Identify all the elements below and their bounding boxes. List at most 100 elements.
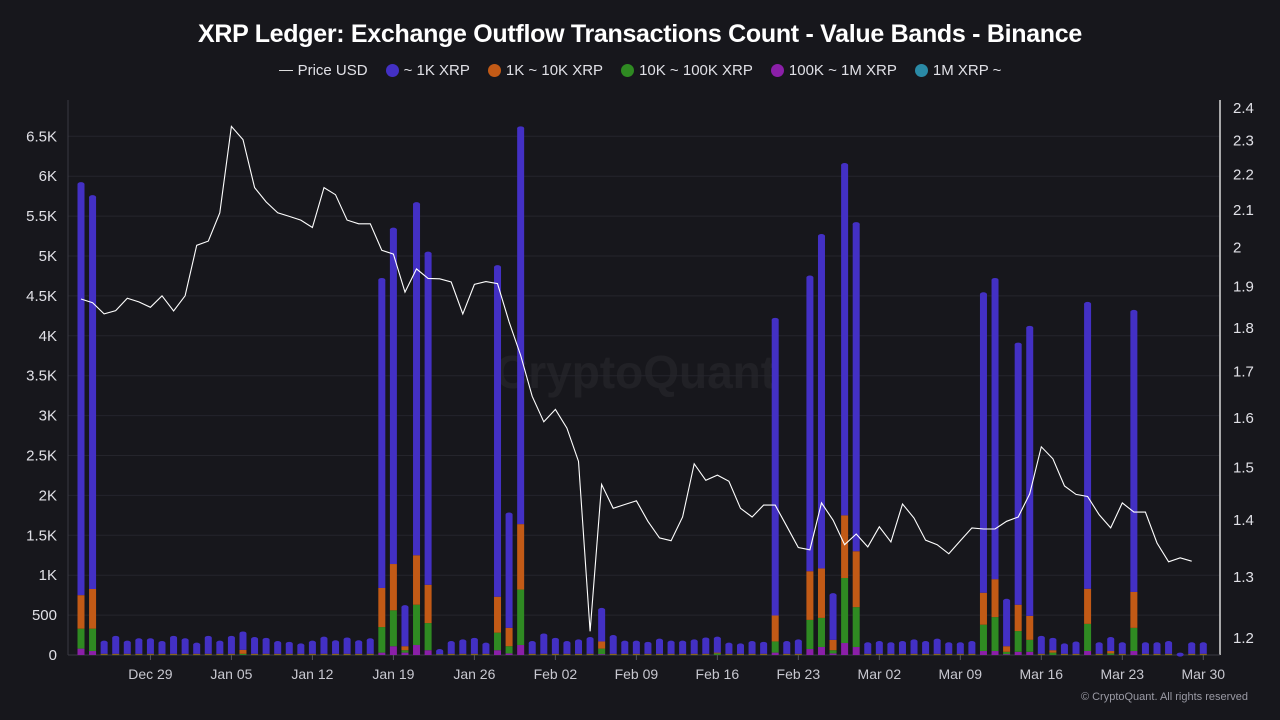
bar-segment — [123, 653, 131, 655]
bar-segment — [112, 653, 120, 655]
bar-segment — [1130, 311, 1138, 592]
bar-cap — [760, 641, 768, 646]
bar-segment — [1130, 651, 1138, 655]
bar-segment — [690, 641, 698, 654]
bar-cap — [378, 277, 386, 282]
y-right-tick-label: 2.1 — [1233, 202, 1254, 219]
bar-segment — [239, 633, 247, 650]
bar-segment — [713, 638, 721, 653]
y-right-tick-label: 2.3 — [1233, 133, 1254, 150]
bar-segment — [632, 654, 640, 656]
bar-cap — [389, 227, 397, 232]
bar-cap — [1095, 642, 1103, 647]
bar-cap — [355, 640, 363, 645]
bar-cap — [979, 292, 987, 297]
x-tick-label: Mar 23 — [1101, 666, 1145, 682]
bar-segment — [100, 654, 108, 656]
bar-segment — [667, 654, 675, 656]
bar-segment — [262, 654, 270, 656]
watermark: CryptoQuant — [495, 345, 776, 399]
legend-item-10k-100k[interactable]: 10K ~ 100K XRP — [621, 62, 753, 79]
bar-cap — [505, 512, 513, 517]
bar-segment — [1026, 615, 1034, 640]
bar-segment — [771, 641, 779, 653]
bar-segment — [1095, 654, 1103, 656]
bar-segment — [528, 653, 536, 655]
bar-segment — [517, 645, 525, 655]
bar-segment — [227, 637, 235, 654]
bar-segment — [1037, 653, 1045, 655]
bar-segment — [1003, 651, 1011, 655]
bar-segment — [898, 643, 906, 654]
bar-cap — [841, 163, 849, 168]
bar-segment — [1141, 644, 1149, 654]
bar-cap — [1037, 635, 1045, 640]
x-tick-label: Feb 02 — [534, 666, 578, 682]
bar-segment — [852, 551, 860, 608]
bar-segment — [181, 640, 189, 654]
bar-cap — [598, 607, 606, 612]
bar-cap — [563, 641, 571, 646]
bar-segment — [77, 184, 85, 596]
bar-segment — [829, 639, 837, 651]
bar-cap — [1118, 642, 1126, 647]
y-left-tick-label: 4K — [39, 328, 57, 345]
bar-segment — [170, 637, 178, 654]
bar-segment — [262, 653, 270, 655]
legend-item-1k-10k[interactable]: 1K ~ 10K XRP — [487, 62, 603, 79]
bar-segment — [1107, 639, 1115, 652]
y-right-tick-label: 1.4 — [1233, 512, 1254, 529]
bar-segment — [575, 653, 583, 655]
legend-item-100k-1m[interactable]: 100K ~ 1M XRP — [770, 62, 897, 79]
y-left-tick-label: 2K — [39, 487, 57, 504]
x-tick-label: Mar 16 — [1020, 666, 1064, 682]
legend-item-1k[interactable]: ~ 1K XRP — [385, 62, 470, 79]
bar-segment — [1003, 600, 1011, 647]
bar-segment — [667, 653, 675, 655]
bar-segment — [216, 653, 224, 655]
bar-cap — [621, 640, 629, 645]
legend-item-1m[interactable]: 1M XRP ~ — [914, 62, 1001, 79]
y-left-tick-label: 5K — [39, 248, 57, 265]
legend-label: 100K ~ 1M XRP — [788, 62, 897, 79]
bar-segment — [817, 647, 825, 655]
bar-segment — [482, 654, 490, 656]
bar-cap — [135, 638, 143, 643]
y-right-tick-label: 1.8 — [1233, 320, 1254, 337]
bar-segment — [748, 654, 756, 656]
bar-segment — [760, 654, 768, 656]
bar-segment — [922, 654, 930, 656]
bar-segment — [609, 653, 617, 655]
bar-segment — [135, 654, 143, 656]
bar-segment — [979, 294, 987, 593]
bar-segment — [459, 653, 467, 655]
bar-segment — [494, 596, 502, 633]
bar-segment — [413, 604, 421, 646]
bar-segment — [956, 644, 964, 654]
bar-segment — [1118, 644, 1126, 654]
bar-segment — [297, 653, 305, 655]
bar-segment — [366, 654, 374, 656]
bar-segment — [1141, 653, 1149, 655]
bar-segment — [1014, 604, 1022, 632]
bar-segment — [112, 654, 120, 656]
bar-segment — [297, 645, 305, 654]
bar-segment — [77, 595, 85, 629]
bar-cap — [227, 635, 235, 640]
bar-cap — [470, 637, 478, 642]
bar-segment — [1037, 637, 1045, 654]
bar-segment — [193, 644, 201, 654]
legend-item-price[interactable]: Price USD — [278, 62, 368, 79]
bar-cap — [262, 637, 270, 642]
bar-cap — [447, 641, 455, 646]
x-tick-label: Mar 02 — [858, 666, 902, 682]
bar-segment — [146, 654, 154, 656]
bar-segment — [656, 653, 663, 655]
bar-segment — [204, 654, 212, 656]
dot-icon — [487, 64, 501, 77]
bar-segment — [251, 639, 259, 654]
bar-cap — [829, 593, 837, 598]
bar-segment — [1014, 344, 1022, 605]
bar-segment — [89, 197, 97, 590]
bar-segment — [621, 642, 629, 654]
